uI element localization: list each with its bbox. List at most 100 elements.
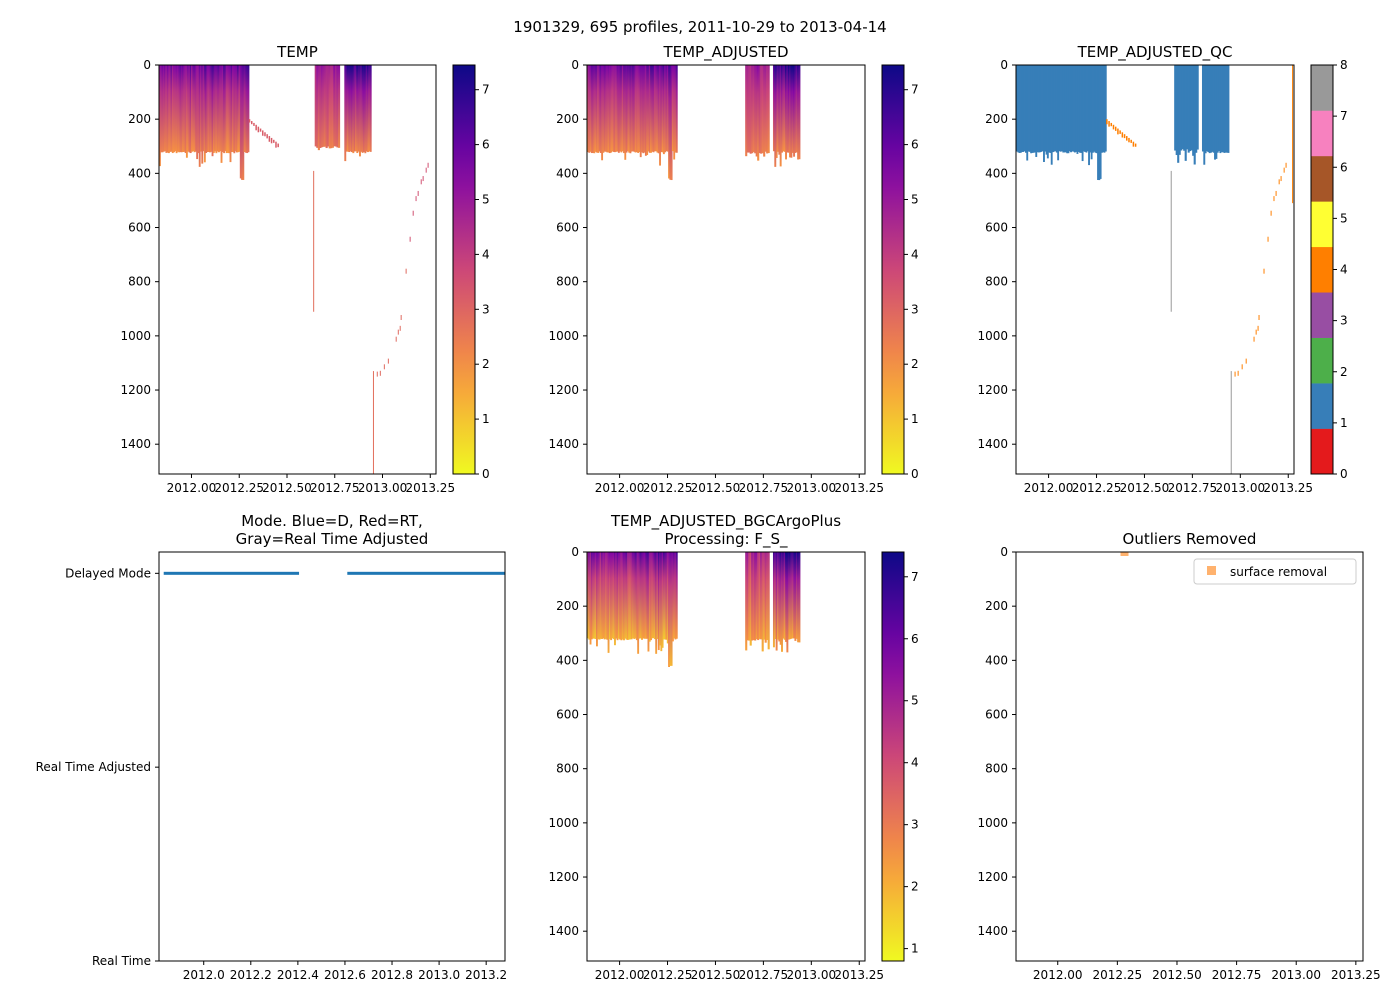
x-tick-label: 2012.25 <box>214 481 264 495</box>
plot-area <box>163 571 505 575</box>
profile-point <box>395 336 397 342</box>
profile-column <box>628 65 631 153</box>
profile-column <box>755 65 758 157</box>
profile-column <box>795 65 798 153</box>
profile-column <box>336 65 339 148</box>
profile-column <box>1100 65 1103 153</box>
x-tick-label: 2012.8 <box>371 968 413 982</box>
x-tick-label: 2012.25 <box>1093 968 1143 982</box>
colorbar-tick-label: 5 <box>482 193 490 207</box>
profile-column <box>610 65 613 153</box>
profile-column <box>1094 65 1097 153</box>
profile-point <box>1267 236 1269 242</box>
y-tick-label: 200 <box>556 599 579 613</box>
profile-column <box>752 65 755 153</box>
profile-column <box>1068 65 1071 152</box>
profile-column <box>616 65 619 152</box>
profile-point <box>262 130 264 136</box>
profile-column <box>209 65 211 153</box>
profile-column <box>1018 65 1021 153</box>
profile-column <box>760 552 763 640</box>
profile-column <box>1218 65 1221 152</box>
x-tick-label: 2012.00 <box>595 481 645 495</box>
profile-point <box>387 358 389 364</box>
profile-column <box>644 65 647 156</box>
profile-column <box>625 552 628 640</box>
x-tick-label: 2013.25 <box>834 481 884 495</box>
profile-column <box>794 552 797 641</box>
x-tick-label: 2013.25 <box>1331 968 1381 982</box>
profile-column <box>218 65 220 153</box>
profile-column <box>1072 65 1075 152</box>
panel-title: Mode. Blue=D, Red=RT, <box>241 512 423 530</box>
profile-column <box>180 65 183 153</box>
profile-column <box>599 65 602 153</box>
profile-column <box>1195 65 1198 153</box>
profile-column <box>671 65 674 152</box>
x-tick-label: 2012.50 <box>691 968 741 982</box>
profile-column <box>626 65 629 152</box>
profile-column <box>666 65 669 152</box>
x-tick-label: 2013.00 <box>787 968 837 982</box>
x-tick-label: 2013.00 <box>787 481 837 495</box>
profile-column <box>635 65 638 153</box>
profile-column <box>617 65 620 153</box>
profile-column <box>655 65 658 152</box>
profile-column <box>592 552 595 639</box>
profile-column <box>316 65 319 148</box>
legend: surface removal <box>1193 558 1357 585</box>
profile-column <box>781 65 783 153</box>
colorbar-class <box>1311 110 1333 157</box>
y-tick-label: 800 <box>985 762 1008 776</box>
y-tick-label: 1200 <box>977 870 1008 884</box>
profile-column <box>1085 65 1088 153</box>
profile-column <box>1104 65 1107 152</box>
profile-column <box>606 552 609 640</box>
axes-frame <box>1015 64 1295 475</box>
profile-point <box>275 141 277 148</box>
y-tick-label: 400 <box>556 653 579 667</box>
profile-column <box>745 552 748 651</box>
profile-column <box>1054 65 1057 152</box>
profile-column <box>165 65 168 153</box>
y-tick-label: 600 <box>556 708 579 722</box>
profile-column <box>1205 65 1208 152</box>
profile-column <box>782 65 785 152</box>
x-tick-label: 2012.75 <box>310 481 360 495</box>
profile-column <box>1174 65 1177 151</box>
profile-column <box>637 65 640 153</box>
colorbar-tick-label: 3 <box>911 302 919 316</box>
x-tick-label: 2013.00 <box>1271 968 1321 982</box>
profile-column <box>598 65 601 152</box>
colorbar-tick-label: 7 <box>911 83 919 97</box>
profile-column <box>1187 65 1190 153</box>
y-tick-label: 1200 <box>977 383 1008 397</box>
colorbar-class <box>1311 65 1333 111</box>
profile-column <box>789 552 792 640</box>
plot-area <box>587 65 801 181</box>
profile-column <box>587 552 589 639</box>
profile-column <box>1053 65 1056 152</box>
profile-column <box>210 65 213 152</box>
y-tick-label: Real Time <box>92 954 151 968</box>
profile-column <box>598 552 601 640</box>
profile-column <box>1075 65 1078 152</box>
axes-frame <box>586 64 866 475</box>
profile-column <box>621 65 624 152</box>
colorbar-tick-label: 7 <box>1340 109 1348 123</box>
profile-point <box>270 137 273 144</box>
profile-column <box>791 65 794 153</box>
profile-point <box>422 176 424 182</box>
y-tick-label: Delayed Mode <box>65 566 151 580</box>
profile-column <box>241 65 243 180</box>
profile-column <box>1046 65 1049 159</box>
profile-column <box>594 65 597 152</box>
profile-column <box>237 65 240 153</box>
profile-column <box>211 65 214 157</box>
profile-column <box>230 65 233 153</box>
profile-column <box>247 65 250 153</box>
x-tick-label: 2012.00 <box>595 968 645 982</box>
profile-column <box>758 65 761 154</box>
profile-column <box>1049 65 1052 153</box>
